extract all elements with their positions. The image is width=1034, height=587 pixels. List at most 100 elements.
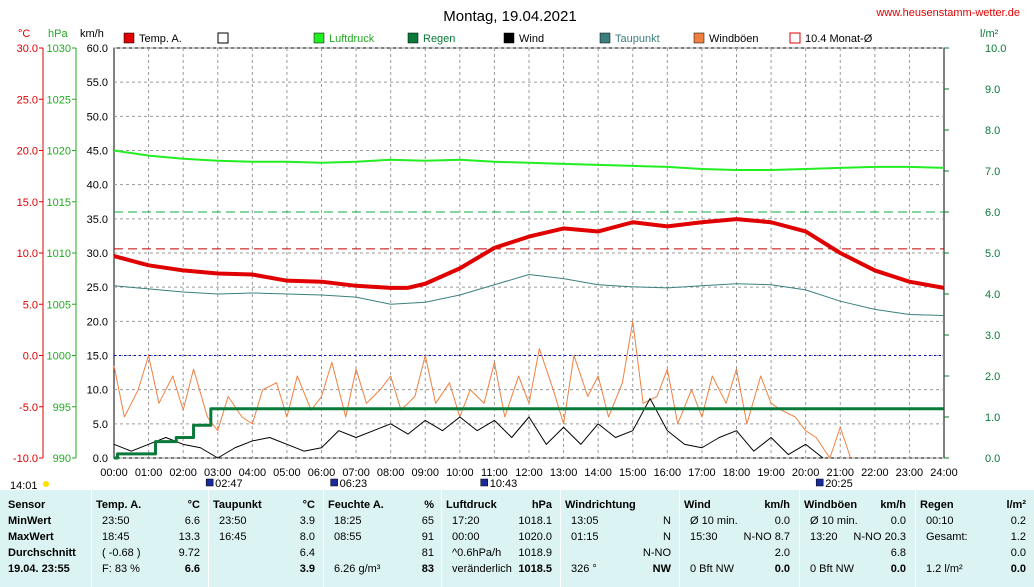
table-cell: 17:20 — [452, 515, 480, 527]
temp-unit: °C — [18, 28, 30, 40]
table-cell-value: 1018.5 — [518, 563, 552, 575]
table-header-unit: °C — [302, 499, 315, 511]
table-cell-value: 0.0 — [774, 563, 790, 575]
table-header: Sensor — [8, 499, 46, 511]
table-column: Temp. A. °C 23:50 6.6 18:45 13.3 ( -0.68 ) 9.72… — [94, 490, 204, 587]
table-cell: ^0.6hPa/h — [452, 547, 502, 559]
marker-icon — [480, 478, 488, 487]
rain-tick-label: 8.0 — [985, 125, 1000, 137]
table-header-unit: °C — [187, 499, 200, 511]
start-marker-icon — [43, 481, 49, 487]
table-cell-value: 81 — [421, 547, 434, 559]
rain-tick-label: 0.0 — [985, 453, 1000, 465]
x-tick-label: 09:00 — [411, 467, 439, 479]
table-header: Regen — [920, 499, 954, 511]
pressure-tick-label: 1015 — [47, 197, 71, 209]
table-cell-value: 6.6 — [184, 515, 200, 527]
table-divider — [91, 490, 92, 587]
table-cell: Ø 10 min. — [690, 515, 738, 527]
x-tick-label: 14:00 — [584, 467, 612, 479]
table-cell: F: 83 % — [102, 563, 140, 575]
table-divider — [441, 490, 442, 587]
wind-tick-label: 60.0 — [87, 43, 108, 55]
table-cell-value: 3.9 — [299, 515, 315, 527]
pressure-tick-label: 1010 — [47, 248, 71, 260]
site-link[interactable]: www.heusenstamm-wetter.de — [875, 7, 1020, 19]
temp-tick-label: -10.0 — [13, 453, 38, 465]
table-cell-value: N-NO — [642, 547, 671, 559]
marker-icon — [815, 478, 824, 487]
legend-swatch — [503, 32, 515, 44]
table-cell-value: 91 — [421, 531, 434, 543]
rain-tick-label: 10.0 — [985, 43, 1006, 55]
x-tick-label: 20:00 — [792, 467, 820, 479]
table-cell-value: N — [663, 515, 671, 527]
plot-area — [113, 47, 945, 460]
wind-tick-label: 0.0 — [93, 453, 108, 465]
table-header-unit: l/m² — [1006, 499, 1026, 511]
wind-tick-label: 15.0 — [87, 351, 108, 363]
legend-swatch — [123, 32, 135, 44]
table-row-label: MinWert — [8, 515, 52, 527]
table-cell-value: 65 — [421, 515, 434, 527]
x-tick-label: 02:00 — [169, 467, 197, 479]
table-header-unit: % — [424, 499, 434, 511]
table-cell-value: N-NO 8.7 — [743, 531, 790, 543]
x-tick-label: 01:00 — [135, 467, 163, 479]
x-tick-label: 24:00 — [930, 467, 958, 479]
table-cell: 15:30 — [690, 531, 718, 543]
rain-tick-label: 2.0 — [985, 371, 1000, 383]
wind-tick-label: 45.0 — [87, 146, 108, 158]
table-cell-value: 2.0 — [774, 547, 790, 559]
legend-label: Wind — [519, 33, 544, 45]
legend-swatch — [217, 32, 229, 44]
wind-tick-label: 5.0 — [93, 419, 108, 431]
wind-unit: km/h — [80, 28, 104, 40]
legend-swatch — [693, 32, 705, 44]
rain-tick-label: 3.0 — [985, 330, 1000, 342]
table-cell: 13:05 — [571, 515, 599, 527]
x-tick-label: 00:00 — [100, 467, 128, 479]
marker-icon — [205, 478, 214, 487]
x-tick-label: 03:00 — [204, 467, 232, 479]
table-cell: 0 Bft NW — [810, 563, 855, 575]
table-divider — [323, 490, 324, 587]
x-tick-label: 07:00 — [342, 467, 370, 479]
table-cell: 326 ° — [571, 563, 597, 575]
marker-label: 06:23 — [340, 478, 368, 490]
rain-tick-label: 4.0 — [985, 289, 1000, 301]
pressure-tick-label: 1025 — [47, 94, 71, 106]
table-cell-value: 6.8 — [890, 547, 906, 559]
x-tick-label: 18:00 — [723, 467, 751, 479]
x-tick-label: 04:00 — [239, 467, 267, 479]
table-cell: 1.2 l/m² — [926, 563, 963, 575]
legend-swatch — [407, 32, 419, 44]
table-column: Sensor MinWert MaxWert Durchschnitt 19.04. 2… — [6, 490, 92, 587]
table-header: Luftdruck — [446, 499, 497, 511]
series-temp-a — [113, 217, 945, 290]
table-cell: ( -0.68 ) — [102, 547, 141, 559]
table-header: Taupunkt — [213, 499, 262, 511]
chart-title: Montag, 19.04.2021 — [443, 8, 576, 25]
marker-label: 02:47 — [215, 478, 243, 490]
legend-swatch — [599, 32, 611, 44]
table-cell-value: 1020.0 — [518, 531, 552, 543]
table-cell: 18:45 — [102, 531, 130, 543]
table-cell-value: 3.9 — [299, 563, 315, 575]
series-wind — [113, 398, 824, 459]
table-header-unit: km/h — [764, 499, 790, 511]
table-cell-value: 13.3 — [178, 531, 200, 543]
table-cell-value: 8.0 — [299, 531, 315, 543]
table-cell-value: 0.0 — [774, 515, 790, 527]
wind-tick-label: 50.0 — [87, 111, 108, 123]
x-tick-label: 06:00 — [308, 467, 336, 479]
x-tick-label: 10:00 — [446, 467, 474, 479]
table-row-label: MaxWert — [8, 531, 54, 543]
rain-tick-label: 7.0 — [985, 166, 1000, 178]
table-cell: 00:10 — [926, 515, 954, 527]
temp-tick-label: 0.0 — [23, 351, 38, 363]
pressure-tick-label: 995 — [53, 402, 71, 414]
rain-unit: l/m² — [980, 28, 999, 40]
legend-swatch — [789, 32, 801, 44]
x-tick-label: 21:00 — [826, 467, 854, 479]
